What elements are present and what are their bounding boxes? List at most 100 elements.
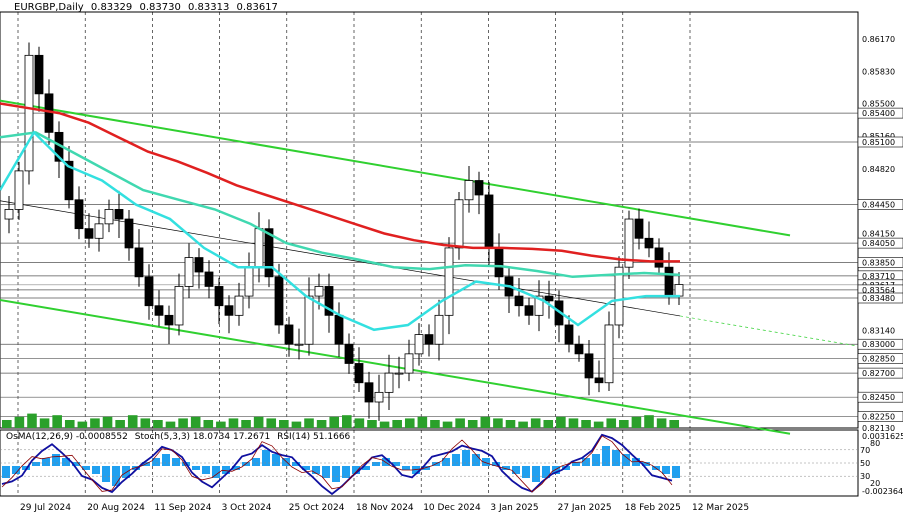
trend-channel	[0, 99, 859, 435]
candle-body	[134, 247, 144, 278]
volume-bar	[90, 418, 100, 428]
candle-body	[264, 228, 274, 278]
moving-averages	[0, 102, 681, 332]
volume-bar	[656, 418, 667, 428]
candle-body	[164, 314, 174, 326]
osma-bar	[602, 446, 610, 466]
osma-bar	[402, 466, 410, 470]
osma-bar	[562, 466, 570, 470]
x-tick-label: 18 Nov 2024	[356, 503, 414, 513]
osma-bar	[512, 466, 520, 474]
volume-bar	[455, 418, 465, 428]
candle-body	[144, 276, 154, 307]
volume-bar	[342, 415, 352, 428]
price-label-box	[857, 199, 903, 210]
osma-bar	[492, 462, 500, 466]
candle-body	[114, 209, 124, 220]
volume-bar	[329, 416, 339, 428]
candle-body	[664, 266, 674, 297]
volume-bar	[367, 420, 377, 428]
candle-body	[644, 237, 654, 249]
candle-body	[284, 324, 294, 345]
y-tick-label: 0.84150	[862, 229, 895, 238]
volume-bar	[178, 418, 188, 428]
volume-bar	[556, 416, 566, 428]
volume-bar	[530, 418, 541, 428]
osma-bar	[672, 466, 680, 478]
volume-bar	[442, 421, 453, 428]
osma-bar	[282, 458, 290, 466]
candle-body	[24, 54, 34, 172]
osma-bar	[42, 458, 50, 466]
y-tick-label: 0.83000	[862, 340, 895, 349]
osma-max-label: 0.0031625	[862, 432, 903, 441]
volume-bar	[379, 421, 390, 428]
y-tick-label: 0.84450	[862, 201, 895, 210]
candle-body	[544, 295, 554, 302]
osma-bar	[322, 466, 330, 478]
y-tick-label: 0.82450	[862, 393, 895, 402]
candle-body	[214, 286, 224, 307]
candle-body	[424, 334, 434, 345]
candle-body	[454, 199, 464, 249]
y-tick-label: 0.85500	[862, 99, 895, 108]
x-tick-label: 18 Feb 2025	[625, 503, 681, 513]
osma-bar	[82, 466, 90, 470]
x-tick-label: 29 Jul 2024	[20, 503, 71, 513]
osma-bar	[522, 466, 530, 478]
price-label-box	[857, 411, 903, 422]
candle-body	[594, 377, 604, 384]
osma-bar	[502, 466, 510, 470]
x-tick-label: 3 Oct 2024	[222, 503, 272, 513]
osma-bar	[592, 454, 600, 466]
y-tick-label: 0.84050	[862, 239, 895, 248]
osma-bar	[92, 466, 100, 474]
osma-bar	[622, 454, 630, 466]
candle-body	[614, 266, 624, 326]
candle-body	[324, 286, 334, 316]
y-tick-label: 0.83850	[862, 258, 895, 267]
y-tick-label: 0.83710	[862, 272, 895, 281]
candle-body	[524, 305, 534, 316]
osma-bar	[232, 466, 240, 470]
x-tick-label: 25 Oct 2024	[289, 503, 345, 513]
candles	[4, 42, 684, 421]
volume-bar	[581, 420, 591, 428]
candle-body	[204, 271, 214, 287]
volume-bar	[241, 420, 251, 428]
volume-bar	[392, 420, 402, 428]
candle-body	[4, 209, 14, 220]
candle-body	[394, 372, 404, 375]
osma-bar	[542, 466, 550, 478]
stoch-label: Stoch(5,3,3) 18.0734 17.2671	[134, 432, 271, 442]
x-tick-label: 11 Sep 2024	[154, 503, 211, 513]
volume-bar	[279, 420, 289, 428]
candle-body	[604, 324, 614, 384]
volume-bar	[165, 421, 176, 428]
candle-body	[224, 305, 234, 316]
candle-body	[534, 295, 544, 316]
candle-body	[34, 54, 44, 95]
x-tick-label: 3 Jan 2025	[490, 503, 538, 513]
volume-bar	[52, 415, 62, 428]
candle-body	[184, 257, 194, 287]
osma-bar	[392, 462, 400, 466]
osma-bar	[312, 466, 320, 474]
osma-bar	[172, 458, 180, 466]
osma-bar	[382, 458, 390, 466]
volume-bar	[644, 415, 654, 428]
candle-body	[574, 343, 584, 355]
candle-body	[244, 266, 254, 297]
osma-bar	[482, 458, 490, 466]
y-tick-label: 0.85400	[862, 109, 895, 118]
osma-bar	[302, 466, 310, 470]
price-label-box	[857, 257, 903, 268]
candle-body	[344, 343, 354, 364]
candle-body	[14, 170, 24, 210]
volume-bar	[266, 418, 277, 428]
osma-bar	[152, 458, 160, 466]
volume-bar	[190, 416, 201, 428]
ma-slow-line	[0, 102, 680, 263]
low-value: 0.83313	[188, 2, 230, 13]
